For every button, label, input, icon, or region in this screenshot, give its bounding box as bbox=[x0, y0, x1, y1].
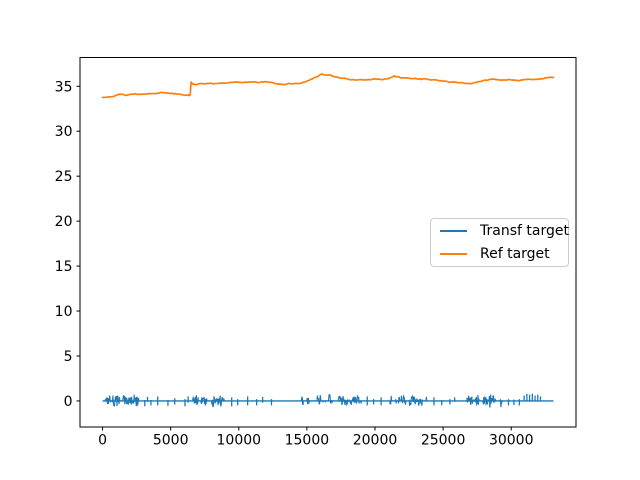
x-axis-tick-label: 20000 bbox=[353, 433, 398, 449]
x-axis-tick-label: 10000 bbox=[217, 433, 262, 449]
x-axis-tick-label: 0 bbox=[98, 433, 107, 449]
y-axis-tick-label: 0 bbox=[64, 394, 73, 410]
x-axis-tick-label: 25000 bbox=[421, 433, 466, 449]
x-axis-tick-label: 30000 bbox=[489, 433, 534, 449]
y-axis-tick-label: 35 bbox=[55, 79, 73, 95]
y-axis-tick-label: 30 bbox=[55, 124, 73, 140]
y-axis-tick-label: 25 bbox=[55, 169, 73, 185]
series-transf-target-noise-burst bbox=[337, 394, 362, 407]
y-axis-tick-label: 10 bbox=[55, 304, 73, 320]
series-transf-target-noise-burst bbox=[466, 394, 504, 408]
legend-label-ref-target: Ref target bbox=[480, 246, 550, 262]
legend-line-swatch-blue bbox=[440, 230, 467, 232]
legend-line-swatch-orange bbox=[440, 253, 467, 255]
series-ref-target-line bbox=[101, 73, 555, 99]
series-transf-target-noise-burst bbox=[300, 393, 335, 406]
y-axis-tick-label: 20 bbox=[55, 214, 73, 230]
legend-entry-ref-target: Ref target bbox=[440, 247, 559, 261]
x-axis-tick-label: 5000 bbox=[153, 433, 189, 449]
legend-label-transf-target: Transf target bbox=[480, 223, 569, 239]
series-transf-target-noise-burst bbox=[192, 395, 225, 408]
legend: Transf target Ref target bbox=[430, 218, 569, 267]
y-axis-tick-label: 15 bbox=[55, 259, 73, 275]
series-transf-target-noise-burst bbox=[103, 394, 140, 407]
x-axis-tick-label: 15000 bbox=[285, 433, 330, 449]
legend-entry-transf-target: Transf target bbox=[440, 224, 569, 238]
y-axis-tick-label: 5 bbox=[64, 349, 73, 365]
axes-frame bbox=[79, 57, 577, 428]
series-transf-target-noise-burst bbox=[389, 394, 428, 406]
